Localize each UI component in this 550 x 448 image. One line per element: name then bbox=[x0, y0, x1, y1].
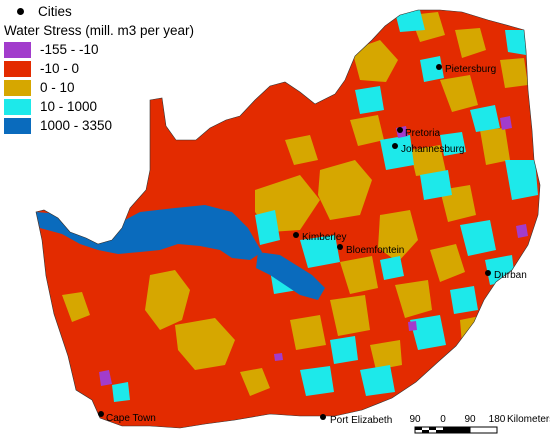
regions-1000-3350 bbox=[36, 205, 325, 300]
legend-class-row: 10 - 1000 bbox=[4, 97, 194, 116]
city-marker bbox=[397, 127, 403, 133]
city-marker bbox=[320, 414, 326, 420]
legend-cities-row: Cities bbox=[4, 2, 194, 21]
legend-class-row: -155 - -10 bbox=[4, 40, 194, 59]
city-marker bbox=[392, 143, 398, 149]
scale-unit: Kilometers bbox=[507, 414, 550, 425]
scale-bar-segment bbox=[415, 427, 422, 430]
legend-swatch bbox=[4, 41, 31, 58]
country-outline bbox=[35, 9, 541, 429]
city-dot-icon bbox=[17, 8, 24, 15]
scale-tick-label: 0 bbox=[440, 414, 446, 425]
city-bloemfontein: Bloemfontein bbox=[337, 244, 404, 256]
regions-0-10 bbox=[62, 12, 528, 396]
legend-swatch bbox=[4, 117, 31, 134]
city-marker bbox=[293, 232, 299, 238]
legend-class-label: -155 - -10 bbox=[40, 41, 99, 57]
city-johannesburg: Johannesburg bbox=[392, 143, 464, 155]
city-label: Johannesburg bbox=[401, 144, 464, 155]
city-label: Cape Town bbox=[106, 413, 156, 424]
city-label: Pietersburg bbox=[445, 64, 496, 75]
city-durban: Durban bbox=[485, 270, 527, 281]
legend-class-label: 1000 - 3350 bbox=[40, 117, 113, 133]
legend-cities-label: Cities bbox=[38, 3, 72, 19]
legend-class-row: 0 - 10 bbox=[4, 78, 194, 97]
map-legend: Cities Water Stress (mill. m3 per year) … bbox=[4, 2, 194, 135]
scale-tick-label: 90 bbox=[409, 414, 421, 425]
scale-tick-label: 180 bbox=[489, 414, 506, 425]
city-label: Durban bbox=[494, 270, 527, 281]
city-kimberley: Kimberley bbox=[293, 232, 346, 243]
scale-bar-segment bbox=[429, 427, 436, 430]
city-label: Kimberley bbox=[302, 232, 346, 243]
legend-class-row: -10 - 0 bbox=[4, 59, 194, 78]
scale-bar-segment bbox=[422, 430, 429, 433]
city-marker bbox=[436, 64, 442, 70]
city-marker bbox=[98, 411, 104, 417]
scale-bar-segment bbox=[443, 427, 470, 433]
city-pietersburg: Pietersburg bbox=[436, 64, 496, 75]
city-label: Bloemfontein bbox=[346, 245, 404, 256]
city-port-elizabeth: Port Elizabeth bbox=[320, 414, 392, 426]
city-label: Pretoria bbox=[405, 128, 440, 139]
legend-swatch bbox=[4, 98, 31, 115]
legend-title-row: Water Stress (mill. m3 per year) bbox=[4, 21, 194, 40]
legend-class-label: 10 - 1000 bbox=[40, 98, 98, 114]
legend-class-label: -10 - 0 bbox=[40, 60, 80, 76]
legend-title: Water Stress (mill. m3 per year) bbox=[4, 22, 195, 38]
city-marker bbox=[337, 244, 343, 250]
city-marker bbox=[485, 270, 491, 276]
scale-tick-label: 90 bbox=[464, 414, 476, 425]
city-cape-town: Cape Town bbox=[98, 411, 156, 424]
legend-class-row: 1000 - 3350 bbox=[4, 116, 194, 135]
legend-swatch bbox=[4, 79, 31, 96]
city-pretoria: Pretoria bbox=[397, 127, 440, 139]
legend-class-label: 0 - 10 bbox=[40, 79, 75, 95]
city-label: Port Elizabeth bbox=[330, 415, 392, 426]
scale-bar: 90 0 90 180 Kilometers bbox=[409, 414, 550, 434]
legend-swatch bbox=[4, 60, 31, 77]
scale-bar-segment bbox=[436, 430, 443, 433]
